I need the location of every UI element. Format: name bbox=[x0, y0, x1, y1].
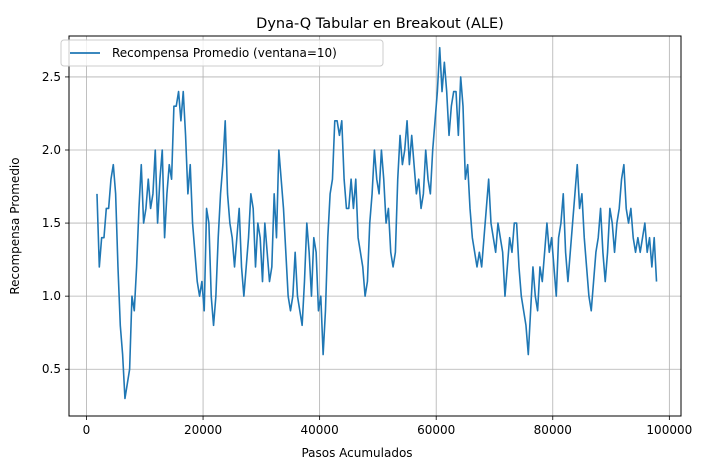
legend-box bbox=[60, 39, 384, 67]
y-tick-label: 0.5 bbox=[42, 362, 61, 376]
legend-entry-label: Recompensa Promedio (ventana=10) bbox=[112, 46, 337, 60]
axes-frame bbox=[68, 35, 682, 417]
series-layer bbox=[96, 46, 658, 400]
chart-title: Dyna-Q Tabular en Breakout (ALE) bbox=[256, 16, 504, 32]
y-tick-label: 1.0 bbox=[42, 289, 61, 303]
legend: Recompensa Promedio (ventana=10) bbox=[60, 39, 384, 67]
y-tick-label: 1.5 bbox=[42, 216, 61, 230]
x-axis-label: Pasos Acumulados bbox=[301, 446, 412, 460]
y-axis-label: Recompensa Promedio bbox=[8, 157, 22, 294]
x-tick-label: 80000 bbox=[534, 423, 572, 437]
x-axis-ticks: 0 20000 40000 60000 80000 100000 bbox=[83, 416, 692, 437]
grid-lines bbox=[69, 36, 681, 416]
y-tick-label: 2.5 bbox=[42, 70, 61, 84]
x-tick-label: 20000 bbox=[184, 423, 222, 437]
x-tick-label: 0 bbox=[83, 423, 91, 437]
x-tick-label: 40000 bbox=[301, 423, 339, 437]
y-tick-label: 2.0 bbox=[42, 143, 61, 157]
series-line bbox=[96, 46, 658, 400]
y-axis-ticks: 0.5 1.0 1.5 2.0 2.5 bbox=[42, 70, 69, 376]
x-tick-label: 60000 bbox=[417, 423, 455, 437]
x-tick-label: 100000 bbox=[646, 423, 692, 437]
